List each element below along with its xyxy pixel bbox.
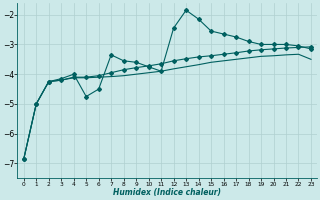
X-axis label: Humidex (Indice chaleur): Humidex (Indice chaleur)	[113, 188, 221, 197]
